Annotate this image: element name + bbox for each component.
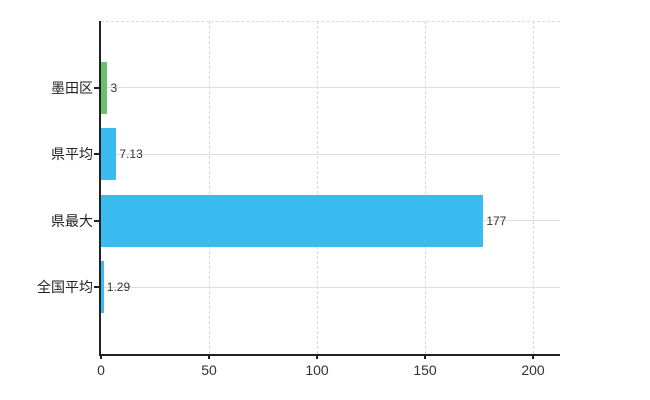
y-axis-tick [94,286,99,289]
vertical-gridline [425,21,426,354]
bar-県最大 [101,194,484,247]
x-axis-tick [208,354,210,359]
category-label: 県最大 [51,212,93,229]
horizontal-gridline [101,153,560,155]
x-tick-label: 0 [97,362,105,378]
x-tick-label: 200 [521,362,545,378]
vertical-gridline [317,21,318,354]
bar-全国平均 [101,261,104,314]
x-tick-label: 50 [201,362,217,378]
x-tick-label: 150 [413,362,437,378]
y-axis-tick [94,219,99,222]
bar-県平均 [101,128,117,181]
vertical-gridline [209,21,210,354]
x-axis-tick [532,354,534,359]
category-label: 県平均 [51,146,93,163]
plot-area: 3 7.13 177 1.29 0 50 100 150 200 [97,21,560,377]
x-axis-tick [100,354,102,359]
category-label: 全国平均 [37,279,93,296]
y-axis-tick [94,153,99,156]
value-label: 1.29 [106,280,131,295]
value-label: 3 [110,80,118,95]
value-label: 177 [486,213,507,228]
plot-top-border [101,21,560,22]
y-axis-line [99,21,101,354]
x-axis-line [99,354,560,356]
horizontal-gridline [101,87,560,89]
y-axis-tick [94,86,99,89]
vertical-gridline [533,21,534,354]
x-axis-tick [316,354,318,359]
horizontal-gridline [101,286,560,288]
x-tick-label: 100 [305,362,329,378]
value-label: 7.13 [119,147,143,162]
bar-墨田区 [101,61,108,114]
category-label: 墨田区 [51,79,93,96]
x-axis-tick [424,354,426,359]
